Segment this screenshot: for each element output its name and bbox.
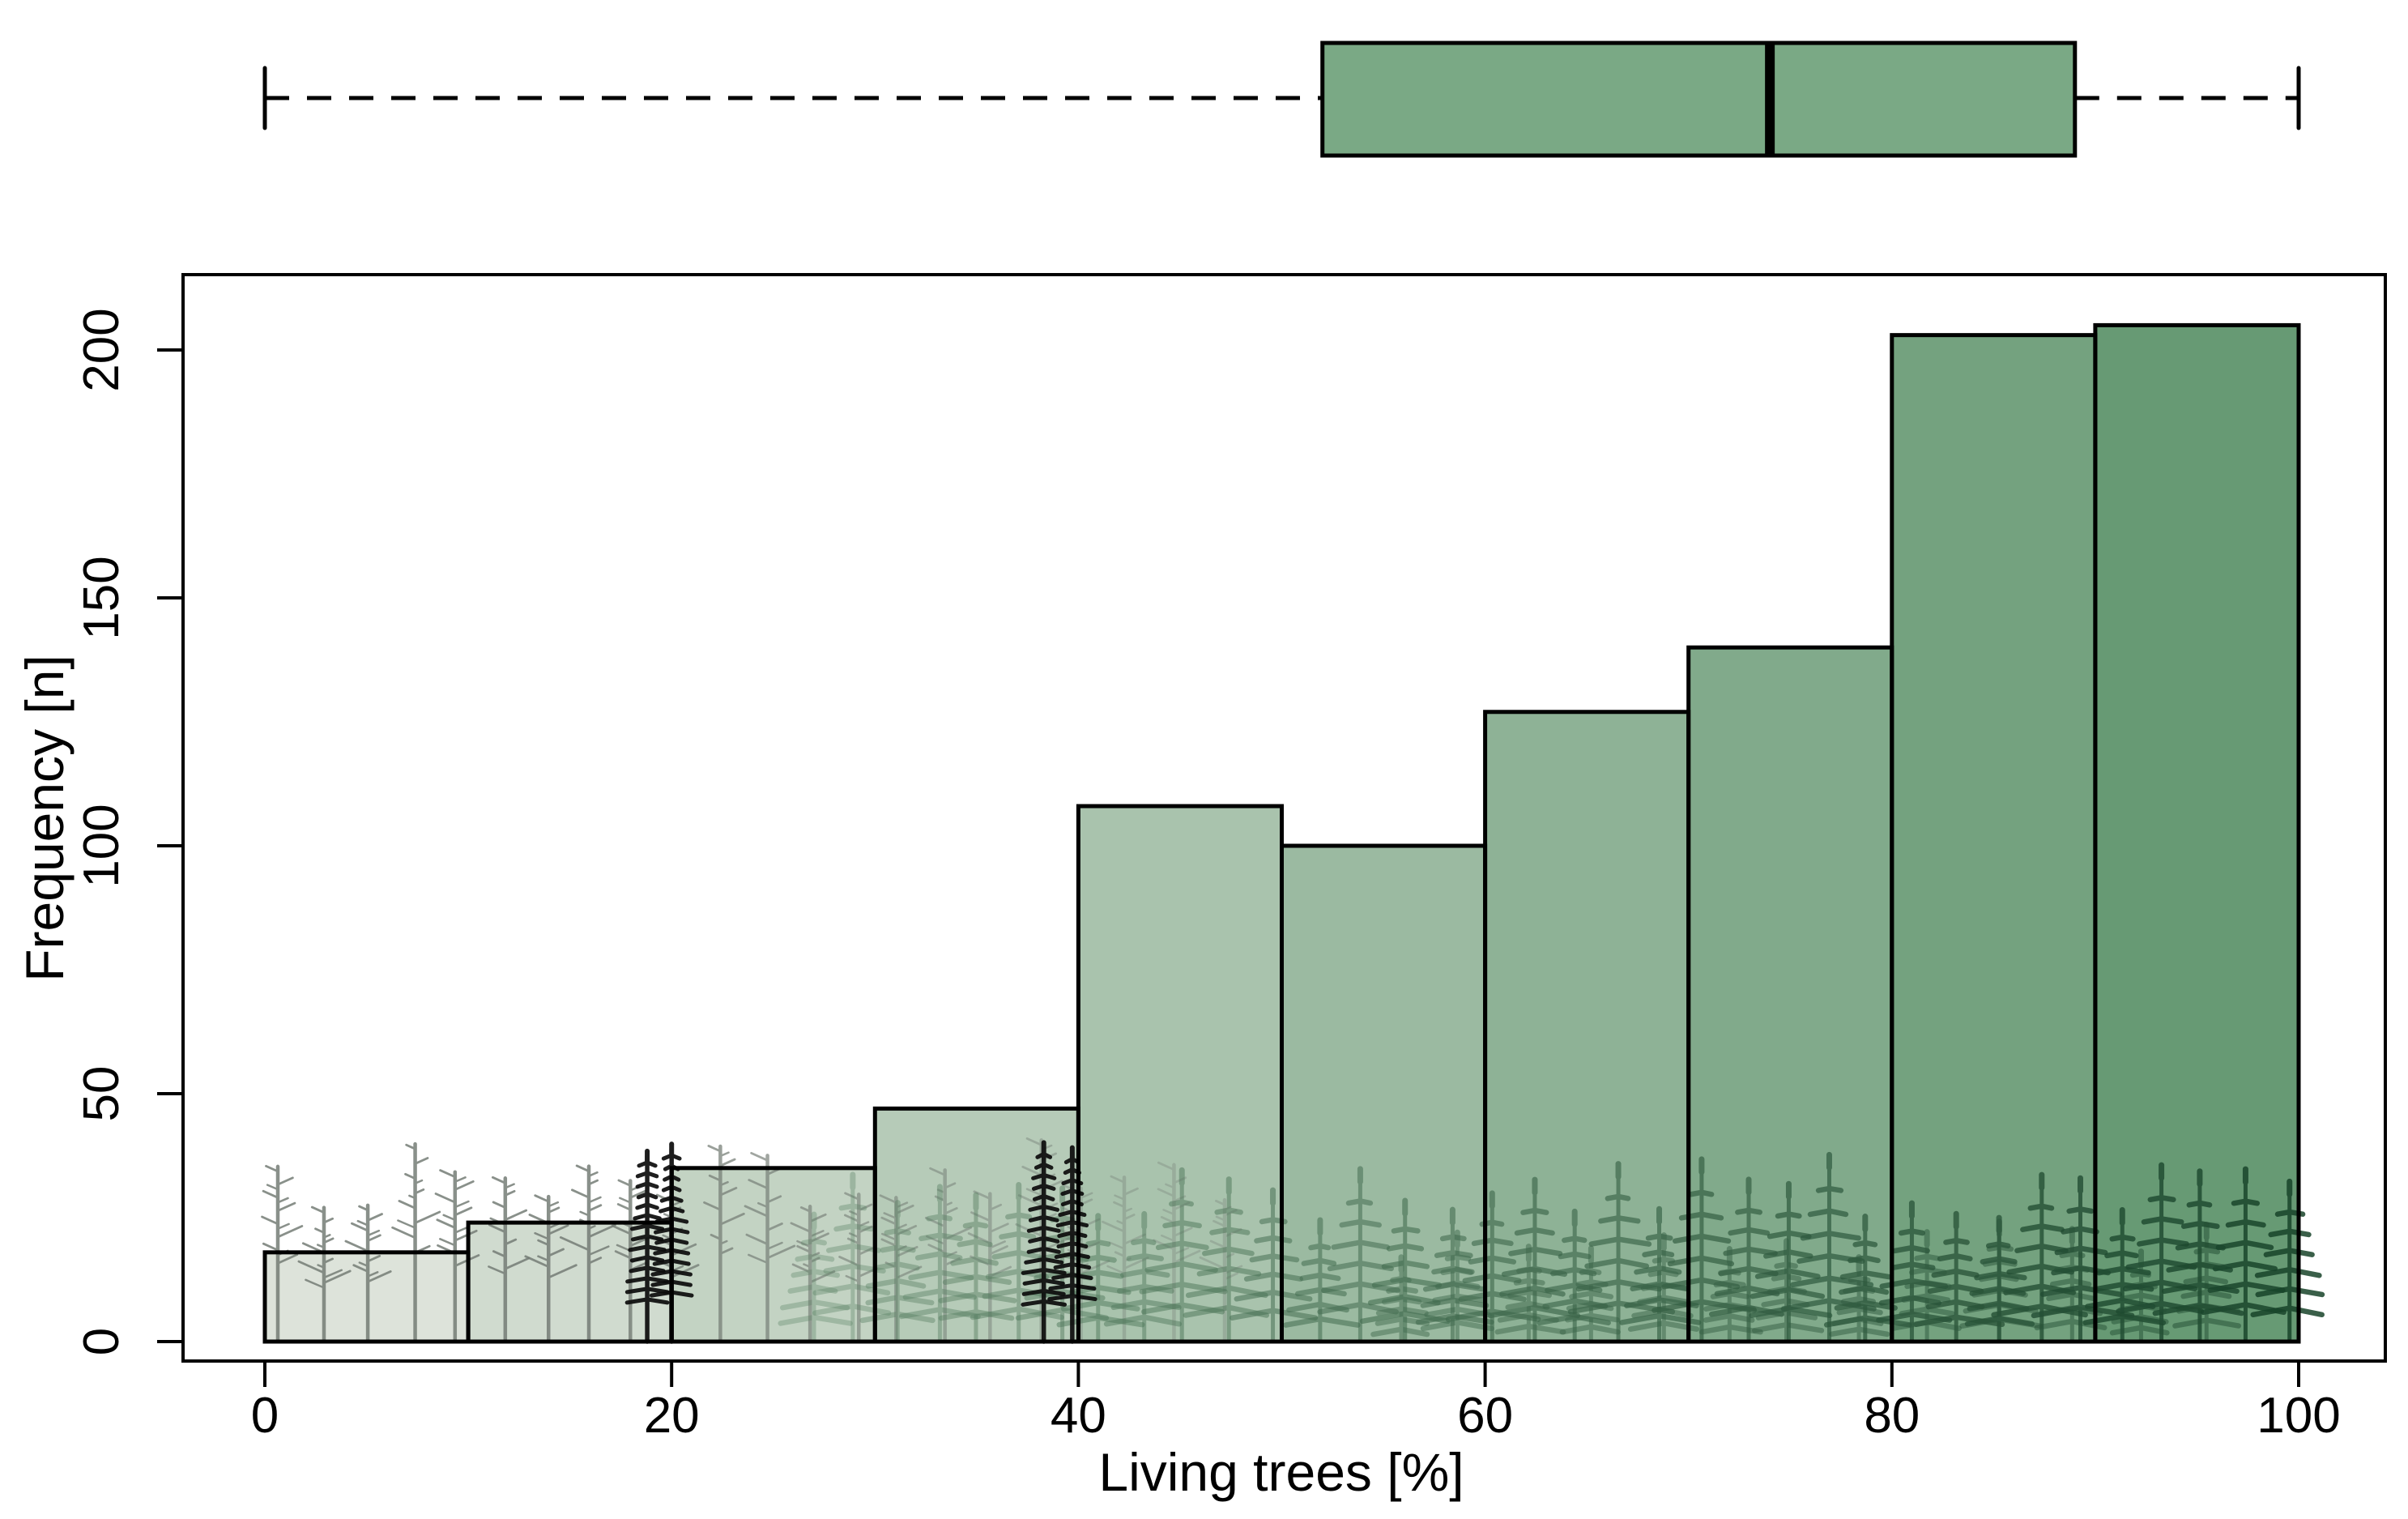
y-tick-label: 100 bbox=[74, 804, 130, 887]
histogram-bar-outline bbox=[2093, 322, 2301, 1344]
x-tick-label: 0 bbox=[251, 1388, 279, 1444]
plot-border bbox=[181, 273, 2387, 1363]
tree-dead-silhouette bbox=[967, 1190, 1012, 1344]
tree-dead-silhouette bbox=[879, 1194, 923, 1344]
histogram-bar bbox=[1891, 335, 2095, 1342]
boxplot bbox=[262, 41, 2301, 158]
y-axis: 0 50 100 150 200 bbox=[74, 308, 183, 1355]
y-tick-label: 200 bbox=[74, 308, 130, 391]
x-axis-title: Living trees [%] bbox=[1098, 1442, 1464, 1502]
histogram-bar bbox=[1078, 806, 1282, 1342]
tree-conifer-silhouette bbox=[1559, 1245, 1621, 1344]
tree-conifer-silhouette bbox=[1959, 1218, 2043, 1344]
tree-dead-silhouette bbox=[744, 1151, 796, 1344]
tree-conifer-silhouette bbox=[1828, 1254, 1890, 1344]
tree-conifer-silhouette bbox=[812, 1171, 892, 1344]
tree-conifer-silhouette bbox=[1103, 1210, 1183, 1344]
tree-dead-silhouette bbox=[344, 1203, 392, 1344]
tree-conifer-silhouette bbox=[1913, 1210, 2005, 1344]
tree-conifer-silhouette bbox=[1359, 1197, 1451, 1344]
tree-dead-silhouette bbox=[391, 1141, 441, 1344]
y-axis-title: Frequency [n] bbox=[15, 655, 75, 982]
tree-conifer-silhouette bbox=[1139, 1167, 1228, 1344]
tree-conifer-silhouette bbox=[1890, 1229, 1962, 1344]
tree-dead-silhouette bbox=[1153, 1161, 1201, 1344]
x-axis: 0 20 40 60 80 100 bbox=[251, 1361, 2341, 1444]
tree-conifer-silhouette bbox=[970, 1181, 1064, 1344]
tree-dead-silhouette bbox=[1102, 1175, 1149, 1344]
y-tick-label: 150 bbox=[74, 556, 130, 639]
forest-overlay bbox=[261, 1137, 2325, 1344]
x-tick-label: 60 bbox=[1457, 1388, 1513, 1444]
tree-conifer-silhouette bbox=[1751, 1238, 1825, 1344]
tree-conifer-silhouette bbox=[1876, 1200, 1953, 1344]
tree-conifer-silhouette bbox=[859, 1200, 935, 1344]
tree-spruce-silhouette bbox=[624, 1148, 670, 1344]
histogram-bars bbox=[265, 325, 2299, 1342]
tree-conifer-silhouette bbox=[2172, 1222, 2242, 1344]
tree-conifer-silhouette bbox=[938, 1192, 1017, 1344]
histogram-bar bbox=[2095, 325, 2299, 1342]
tree-conifer-silhouette bbox=[2109, 1248, 2170, 1344]
tree-dead-silhouette bbox=[790, 1205, 836, 1344]
tree-dead-silhouette bbox=[703, 1144, 745, 1344]
tree-conifer-silhouette bbox=[1652, 1156, 1758, 1344]
boxplot-box bbox=[1320, 41, 2078, 158]
tree-conifer-silhouette bbox=[778, 1211, 853, 1344]
tree-dead-silhouette bbox=[924, 1167, 973, 1344]
tree-conifer-silhouette bbox=[1627, 1232, 1700, 1344]
y-tick-label: 0 bbox=[74, 1328, 130, 1355]
x-tick-label: 80 bbox=[1864, 1388, 1920, 1444]
tree-conifer-silhouette bbox=[2250, 1178, 2325, 1344]
tree-conifer-silhouette bbox=[898, 1184, 981, 1344]
tree-spruce-silhouette bbox=[1021, 1140, 1068, 1344]
tree-dead-silhouette bbox=[559, 1164, 616, 1344]
tree-conifer-silhouette bbox=[1494, 1244, 1566, 1344]
tree-dead-silhouette bbox=[297, 1205, 352, 1344]
histogram-bar-outlines bbox=[262, 322, 2301, 1344]
tree-dead-silhouette bbox=[1199, 1197, 1243, 1344]
y-tick-label: 50 bbox=[74, 1066, 130, 1122]
tree-conifer-silhouette bbox=[1698, 1246, 1763, 1344]
tree-dead-silhouette bbox=[488, 1176, 531, 1344]
x-tick-label: 40 bbox=[1051, 1388, 1106, 1444]
tree-conifer-silhouette bbox=[1370, 1254, 1430, 1344]
x-tick-label: 20 bbox=[644, 1388, 700, 1444]
x-tick-label: 100 bbox=[2257, 1388, 2340, 1444]
